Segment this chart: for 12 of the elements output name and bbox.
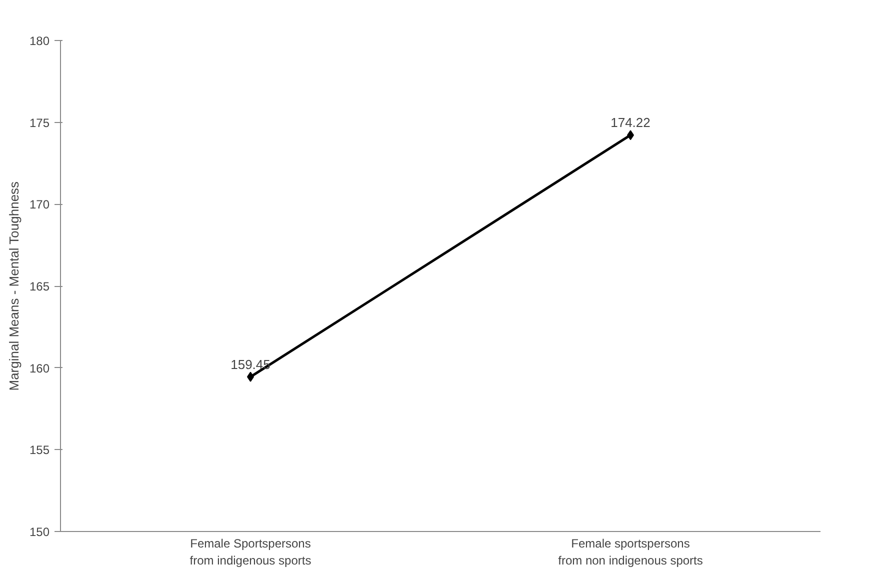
x-tick-label: Female Sportspersons from indigenous sports	[190, 536, 312, 568]
y-tick-label: 175	[29, 116, 50, 130]
y-tick-label: 155	[29, 443, 50, 458]
y-tick-label: 165	[29, 280, 50, 294]
x-tick-label: Female sportspersons from non indigenous sports	[558, 536, 703, 568]
y-tick-label: 170	[29, 198, 50, 212]
y-tick-label: 180	[29, 34, 50, 48]
y-tick-label: 160	[29, 361, 50, 376]
data-label: 174.22	[610, 115, 650, 130]
data-label: 159.45	[230, 356, 270, 372]
y-tick-label: 150	[29, 525, 50, 539]
y-axis-title: Marginal Means - Mental Toughness	[6, 180, 22, 391]
